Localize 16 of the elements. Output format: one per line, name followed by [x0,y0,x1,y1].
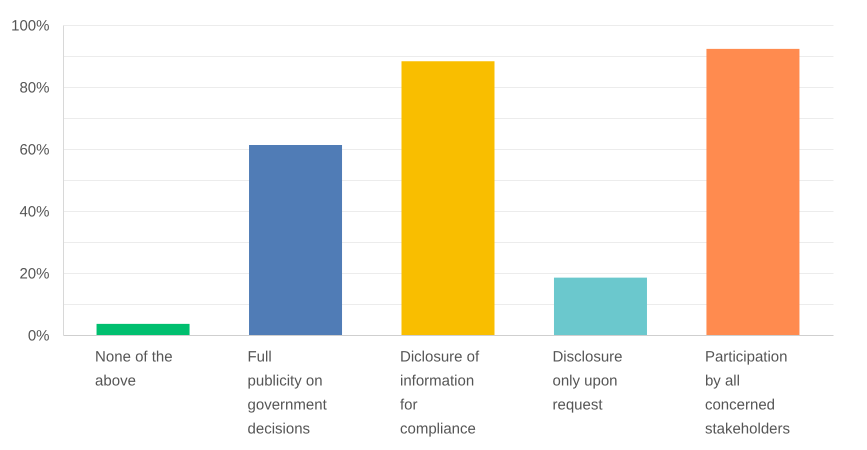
y-tick-label: 100% [11,18,50,34]
bar [706,48,800,335]
x-tick-label: Diclosure of information for compliance [400,348,480,438]
y-tick-label: 60% [19,142,50,158]
x-tick-label: Participation by all concerned stakeholders [704,348,790,438]
x-tick-label: Disclosure only upon request [552,348,623,414]
bar [96,324,190,335]
x-tick-label: None of the above [95,348,173,390]
y-tick-label: 20% [19,266,50,282]
x-tick-label: Full publicity on government decisions [248,348,328,438]
bar [401,61,495,335]
bar [249,144,342,335]
y-tick-label: 0% [28,328,50,344]
y-tick-label: 80% [19,80,50,96]
y-tick-label: 40% [19,204,50,220]
bar [554,278,647,335]
